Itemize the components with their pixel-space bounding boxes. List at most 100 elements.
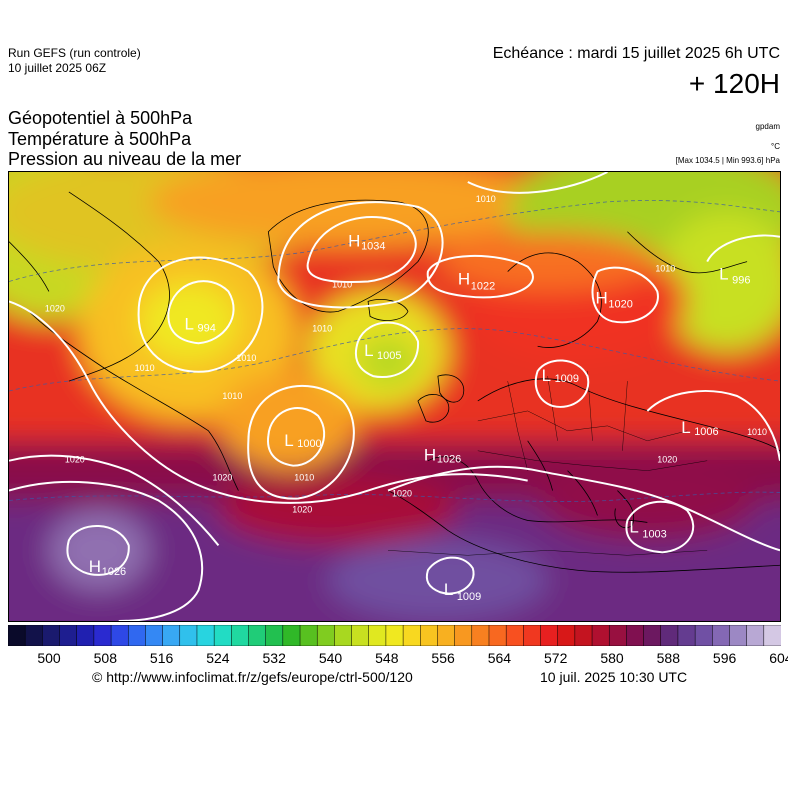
color-scale-swatch [505, 625, 524, 646]
color-scale-swatch [282, 625, 301, 646]
color-scale-swatch [402, 625, 421, 646]
color-scale-label: 604 [769, 650, 788, 666]
svg-text:H: H [348, 232, 360, 251]
color-scale-label: 500 [37, 650, 61, 666]
svg-text:996: 996 [732, 275, 750, 287]
color-scale-swatch [385, 625, 404, 646]
color-scale-swatch [248, 625, 267, 646]
svg-text:1022: 1022 [471, 280, 495, 292]
color-scale-swatch [265, 625, 284, 646]
borders [388, 371, 708, 556]
pressure-center: L 994 [185, 314, 216, 334]
pressure-center: H 1026 [89, 557, 126, 578]
source-url: © http://www.infoclimat.fr/z/gefs/europe… [92, 669, 413, 685]
svg-text:L: L [719, 265, 728, 284]
pressure-center: L 1000 [284, 431, 321, 450]
unit-temperature: °C [771, 142, 780, 151]
svg-text:1005: 1005 [377, 350, 401, 362]
valid-time: Echéance : mardi 15 juillet 2025 6h UTC [492, 45, 780, 62]
color-scale-labels: 500 508 516 524 532 540 548 556 564 572 580 588 596 6… [8, 650, 788, 666]
svg-text:1000: 1000 [297, 438, 321, 450]
color-scale-label: 556 [431, 650, 455, 666]
color-scale-swatch [540, 625, 559, 646]
isobar-label: 1020 [292, 504, 312, 514]
color-scale-label: 540 [318, 650, 343, 666]
isobars [9, 172, 780, 621]
isobar-label: 1020 [212, 473, 232, 483]
isobar-label: 1010 [222, 391, 242, 401]
run-date: 10 juillet 2025 06Z [8, 61, 107, 75]
isobar-label: 1010 [476, 194, 496, 204]
pressure-center: L 996 [719, 265, 750, 287]
color-scale-swatch [608, 625, 627, 646]
run-name: Run GEFS (run controle) [8, 46, 141, 60]
color-scale-swatch [162, 625, 181, 646]
title-geopotential: Géopotentiel à 500hPa [8, 108, 193, 128]
svg-text:H: H [458, 270, 470, 289]
isobar-label: 1010 [294, 473, 314, 483]
color-scale-bar [8, 625, 781, 646]
color-scale-swatch [694, 625, 713, 646]
weather-map: 1010 1020 1010 1010 1010 1010 1020 1010 … [8, 171, 781, 622]
pressure-center: L 1006 [681, 418, 718, 438]
pressure-center: H 1022 [458, 270, 495, 293]
color-scale-swatch [59, 625, 78, 646]
color-scale-swatch [334, 625, 353, 646]
pressure-center: L 1003 [629, 517, 666, 540]
color-scale-label: 508 [93, 650, 117, 666]
title-pressure: Pression au niveau de la mer [8, 149, 242, 169]
svg-text:H: H [595, 288, 607, 307]
color-scale-swatch [626, 625, 645, 646]
isobar-label: 1010 [135, 363, 155, 373]
color-scale-label: 588 [656, 650, 680, 666]
isobar-label: 1020 [392, 489, 412, 499]
color-scale-swatch [8, 625, 26, 646]
color-scale-swatch [763, 625, 781, 646]
pressure-center: H 1020 [595, 288, 632, 310]
temperature-field [9, 172, 780, 621]
color-scale-swatch [213, 625, 232, 646]
color-scale-swatch [24, 625, 43, 646]
svg-text:1034: 1034 [361, 241, 385, 253]
color-scale-label: 572 [544, 650, 568, 666]
pressure-minmax: [Max 1034.5 | Min 993.6] hPa [675, 156, 780, 165]
svg-text:994: 994 [198, 322, 216, 334]
color-scale-label: 548 [375, 650, 399, 666]
color-scale-label: 532 [262, 650, 286, 666]
svg-text:L: L [185, 314, 194, 333]
svg-text:1003: 1003 [642, 528, 666, 540]
color-scale-swatch [299, 625, 318, 646]
isobar-label: 1010 [655, 264, 675, 274]
unit-geopotential: gpdam [755, 122, 780, 131]
pressure-center: H 1034 [348, 232, 385, 253]
svg-text:L: L [364, 341, 373, 360]
color-scale-swatch [746, 625, 765, 646]
isobar-label: 1010 [312, 323, 332, 333]
svg-text:1026: 1026 [102, 566, 126, 578]
isobar-label: 1010 [332, 279, 352, 289]
color-scale-swatch [523, 625, 542, 646]
color-scale-swatch [660, 625, 679, 646]
color-scale-swatch [368, 625, 387, 646]
color-scale-swatch [231, 625, 250, 646]
title-temperature: Température à 500hPa [8, 129, 192, 149]
pressure-center: L 1005 [364, 341, 401, 362]
color-scale-label: 580 [600, 650, 624, 666]
color-scale-swatch [93, 625, 112, 646]
isobar-label: 1020 [45, 303, 65, 313]
color-scale-swatch [351, 625, 370, 646]
issue-time: 10 juil. 2025 10:30 UTC [540, 669, 688, 685]
color-scale-label: 596 [712, 650, 737, 666]
isobar-label: 1010 [236, 353, 256, 363]
color-scale-swatch [643, 625, 662, 646]
svg-text:H: H [89, 557, 101, 576]
color-scale-label: 516 [149, 650, 174, 666]
svg-text:1006: 1006 [694, 426, 718, 438]
color-scale-swatch [127, 625, 146, 646]
color-scale-swatch [471, 625, 490, 646]
color-scale-swatch [145, 625, 164, 646]
color-scale-swatch [677, 625, 696, 646]
coastlines [9, 191, 780, 573]
svg-text:L: L [629, 517, 638, 536]
svg-text:L: L [681, 418, 690, 437]
